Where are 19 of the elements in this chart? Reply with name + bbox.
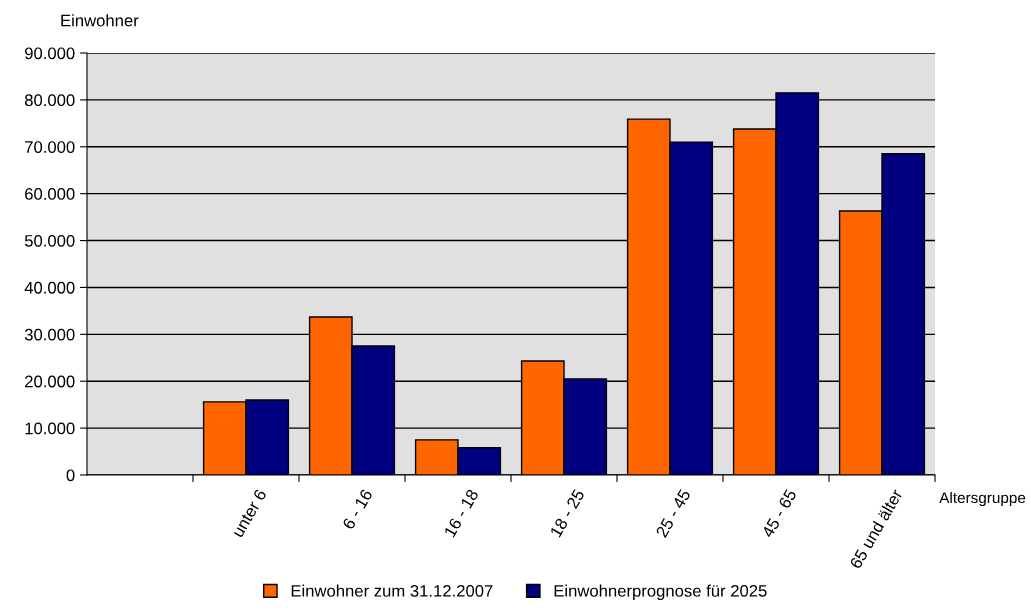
y-tick-label: 20.000	[25, 375, 75, 388]
x-axis-title: Altersgruppe	[939, 491, 1026, 507]
y-tick-label: 90.000	[25, 47, 75, 60]
y-tick-label: 80.000	[24, 94, 75, 107]
y-tick-label: 70.000	[25, 141, 75, 153]
y-tick-label: 30.000	[24, 328, 75, 341]
legend-label: Einwohner zum 31.12.2007	[291, 584, 493, 597]
y-tick-label: 0	[66, 469, 75, 482]
x-tick-label: 16 - 18	[443, 488, 479, 538]
y-tick-label: 50.000	[24, 234, 75, 247]
x-tick-label: 25 - 45	[655, 488, 691, 538]
y-tick-label: 10.000	[25, 422, 75, 435]
y-axis-title: Einwohner	[61, 14, 139, 27]
x-tick-label: 45 - 65	[761, 488, 797, 539]
x-tick-label: 18 - 25	[549, 488, 585, 538]
y-tick-label: 60.000	[25, 188, 75, 200]
y-tick-label: 40.000	[24, 281, 75, 294]
x-tick-label: 6 - 16	[342, 488, 373, 530]
legend-label: Einwohnerprognose für 2025	[554, 584, 767, 601]
